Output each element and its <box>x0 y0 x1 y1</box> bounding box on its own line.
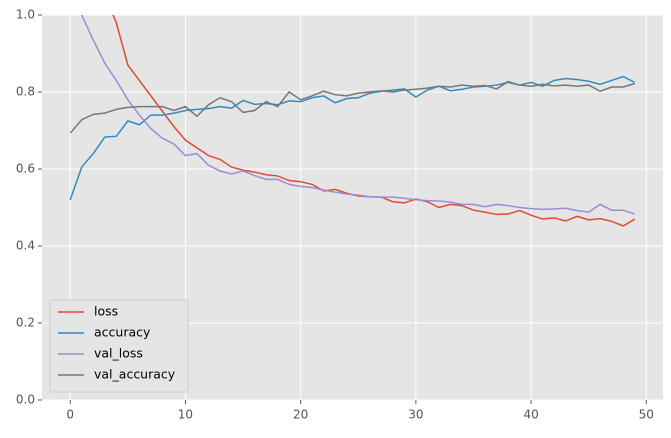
x-tick-label: 30 <box>408 408 423 422</box>
series-line <box>69 80 635 134</box>
y-tick-label: 0.8 <box>16 85 35 99</box>
x-tick-label: 20 <box>293 408 308 422</box>
y-tick-label: 0.4 <box>16 239 35 253</box>
y-tick-label: 0.2 <box>16 316 35 330</box>
series-line <box>69 75 636 201</box>
x-tick-label: 0 <box>66 408 74 422</box>
y-tick-label: 0.6 <box>16 162 35 176</box>
y-tick-label: 0.0 <box>16 393 35 407</box>
legend-label: val_loss <box>94 346 143 361</box>
legend-label: accuracy <box>94 325 151 340</box>
series-line <box>80 15 636 215</box>
x-tick-label: 10 <box>178 408 193 422</box>
lines <box>69 15 636 227</box>
x-tick-label: 40 <box>523 408 538 422</box>
y-tick-label: 1.0 <box>16 8 35 22</box>
legend-box <box>49 299 189 393</box>
legend-label: val_accuracy <box>94 367 176 382</box>
legend-label: loss <box>94 304 118 319</box>
x-tick-label: 50 <box>639 408 654 422</box>
